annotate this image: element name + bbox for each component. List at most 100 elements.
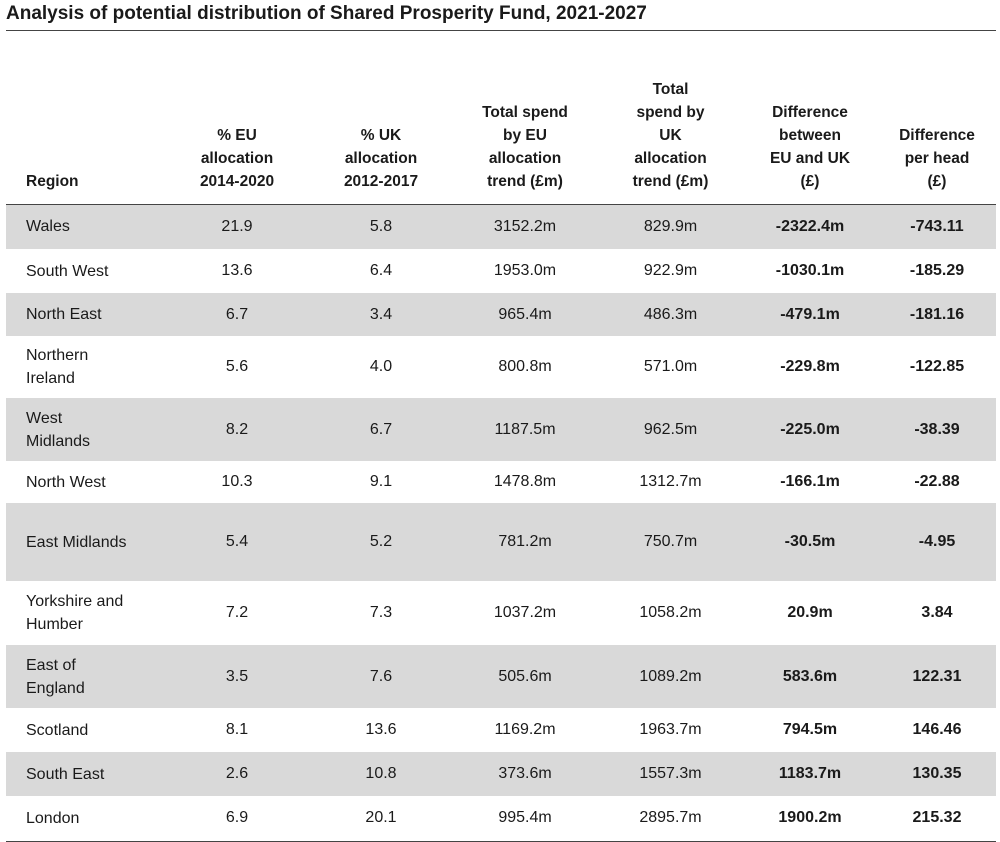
difference-per-head-cell: -22.88 <box>914 473 960 490</box>
eu-spend-cell: 1953.0m <box>493 262 557 279</box>
uk-allocation-cell: 5.2 <box>311 503 451 581</box>
region-cell: South East <box>6 752 163 796</box>
difference-per-head-cell: -4.95 <box>878 503 996 581</box>
eu-spend-cell: 800.8m <box>498 358 552 375</box>
column-header-eu-allocation: % EU allocation 2014-2020 <box>163 74 311 205</box>
table-row: Yorkshire and Humber 7.2 7.3 1037.2m 1058.2m… <box>6 581 996 645</box>
uk-allocation-cell: 13.6 <box>365 721 397 738</box>
region-cell: North East <box>6 293 163 336</box>
table-row: South East 2.6 10.8 373.6m 1557.3m 1183.7m 130… <box>6 752 996 796</box>
difference-cell: -229.8m <box>780 358 840 375</box>
difference-cell: 20.9m <box>787 604 833 621</box>
eu-allocation-cell: 8.2 <box>163 398 311 461</box>
column-header-difference: Difference between EU and UK (£) <box>742 74 878 205</box>
difference-per-head-cell: -185.29 <box>909 262 965 279</box>
region-cell: East Midlands <box>6 503 163 581</box>
table-row: North West 10.3 9.1 1478.8m 1312.7m -166.1m -2… <box>6 461 996 503</box>
eu-spend-cell: 1187.5m <box>451 398 599 461</box>
table-body: Wales 21.9 5.8 3152.2m 829.9m -2322.4m -743.11… <box>6 204 996 842</box>
region-cell: Wales <box>6 204 163 249</box>
uk-allocation-cell: 7.3 <box>369 604 393 621</box>
difference-per-head-cell: 130.35 <box>878 752 996 796</box>
table-row: London 6.9 20.1 995.4m 2895.7m 1900.2m 215.32 <box>6 796 996 842</box>
table-row: East of England 3.5 7.6 505.6m 1089.2m 583.6m… <box>6 645 996 708</box>
eu-allocation-cell: 8.1 <box>225 721 249 738</box>
uk-allocation-cell: 5.8 <box>311 204 451 249</box>
page-title: Analysis of potential distribution of Sh… <box>6 3 647 24</box>
table-row: West Midlands 8.2 6.7 1187.5m 962.5m -225.0m -… <box>6 398 996 461</box>
difference-cell: -166.1m <box>780 473 840 490</box>
uk-allocation-cell: 3.4 <box>311 293 451 336</box>
table-row: North East 6.7 3.4 965.4m 486.3m -479.1m -181.… <box>6 293 996 336</box>
uk-allocation-cell: 20.1 <box>311 796 451 842</box>
difference-per-head-cell: 146.46 <box>912 721 962 738</box>
uk-spend-cell: 2895.7m <box>599 796 742 842</box>
eu-allocation-cell: 6.7 <box>163 293 311 336</box>
column-header-region: Region <box>6 74 163 205</box>
region-cell: Yorkshire and Humber <box>26 593 124 633</box>
eu-allocation-cell: 13.6 <box>221 262 253 279</box>
eu-spend-cell: 3152.2m <box>451 204 599 249</box>
eu-spend-cell: 1478.8m <box>493 473 557 490</box>
difference-cell: -2322.4m <box>742 204 878 249</box>
region-cell: East of England <box>6 645 163 708</box>
region-cell: Scotland <box>26 721 89 739</box>
region-cell: North West <box>26 473 106 491</box>
uk-spend-cell: 750.7m <box>599 503 742 581</box>
difference-per-head-cell: -38.39 <box>878 398 996 461</box>
difference-per-head-cell: 3.84 <box>921 604 953 621</box>
eu-allocation-cell: 2.6 <box>163 752 311 796</box>
eu-spend-cell: 1169.2m <box>494 721 556 738</box>
difference-cell: 1900.2m <box>742 796 878 842</box>
difference-cell: -1030.1m <box>775 262 845 279</box>
column-header-eu-spend: Total spend by EU allocation trend (£m) <box>451 74 599 205</box>
uk-allocation-cell: 4.0 <box>369 358 393 375</box>
table-row: East Midlands 5.4 5.2 781.2m 750.7m -30.5m -4.… <box>6 503 996 581</box>
eu-allocation-cell: 5.6 <box>225 358 249 375</box>
uk-allocation-cell: 7.6 <box>311 645 451 708</box>
eu-spend-cell: 995.4m <box>451 796 599 842</box>
uk-allocation-cell: 6.7 <box>311 398 451 461</box>
eu-spend-cell: 781.2m <box>451 503 599 581</box>
table-row: South West 13.6 6.4 1953.0m 922.9m -1030.1m -1… <box>6 249 996 293</box>
uk-allocation-cell: 6.4 <box>369 262 393 279</box>
difference-cell: 1183.7m <box>742 752 878 796</box>
difference-cell: -225.0m <box>742 398 878 461</box>
uk-allocation-cell: 9.1 <box>369 473 393 490</box>
difference-cell: -30.5m <box>742 503 878 581</box>
table-row: Northern Ireland 5.6 4.0 800.8m 571.0m -229.8… <box>6 336 996 398</box>
eu-allocation-cell: 10.3 <box>221 473 253 490</box>
region-cell: London <box>6 796 163 842</box>
difference-per-head-cell: -743.11 <box>878 204 996 249</box>
uk-spend-cell: 571.0m <box>643 358 698 375</box>
uk-spend-cell: 1963.7m <box>639 721 702 738</box>
uk-allocation-cell: 10.8 <box>311 752 451 796</box>
eu-allocation-cell: 21.9 <box>163 204 311 249</box>
region-cell: South West <box>26 262 109 280</box>
eu-spend-cell: 965.4m <box>451 293 599 336</box>
region-cell: Northern Ireland <box>26 347 89 387</box>
uk-spend-cell: 922.9m <box>643 262 698 279</box>
eu-allocation-cell: 6.9 <box>163 796 311 842</box>
distribution-table: Region % EU allocation 2014-2020 % UK al… <box>6 74 996 842</box>
eu-allocation-cell: 3.5 <box>163 645 311 708</box>
eu-spend-cell: 505.6m <box>451 645 599 708</box>
uk-spend-cell: 829.9m <box>599 204 742 249</box>
table-row: Wales 21.9 5.8 3152.2m 829.9m -2322.4m -743.11 <box>6 204 996 249</box>
column-header-difference-per-head: Difference per head (£) <box>878 74 996 205</box>
eu-spend-cell: 373.6m <box>451 752 599 796</box>
uk-spend-cell: 962.5m <box>599 398 742 461</box>
uk-spend-cell: 1058.2m <box>639 604 702 621</box>
difference-cell: -479.1m <box>742 293 878 336</box>
difference-per-head-cell: 215.32 <box>878 796 996 842</box>
difference-per-head-cell: 122.31 <box>878 645 996 708</box>
uk-spend-cell: 1312.7m <box>639 473 702 490</box>
column-header-uk-spend: Total spend by UK allocation trend (£m) <box>599 74 742 205</box>
uk-spend-cell: 1557.3m <box>599 752 742 796</box>
table-row: Scotland 8.1 13.6 1169.2m 1963.7m 794.5m 146.4… <box>6 708 996 752</box>
region-cell: West Midlands <box>6 398 163 461</box>
column-header-uk-allocation: % UK allocation 2012-2017 <box>311 74 451 205</box>
difference-cell: 794.5m <box>782 721 838 738</box>
difference-per-head-cell: -122.85 <box>909 358 965 375</box>
uk-spend-cell: 486.3m <box>599 293 742 336</box>
